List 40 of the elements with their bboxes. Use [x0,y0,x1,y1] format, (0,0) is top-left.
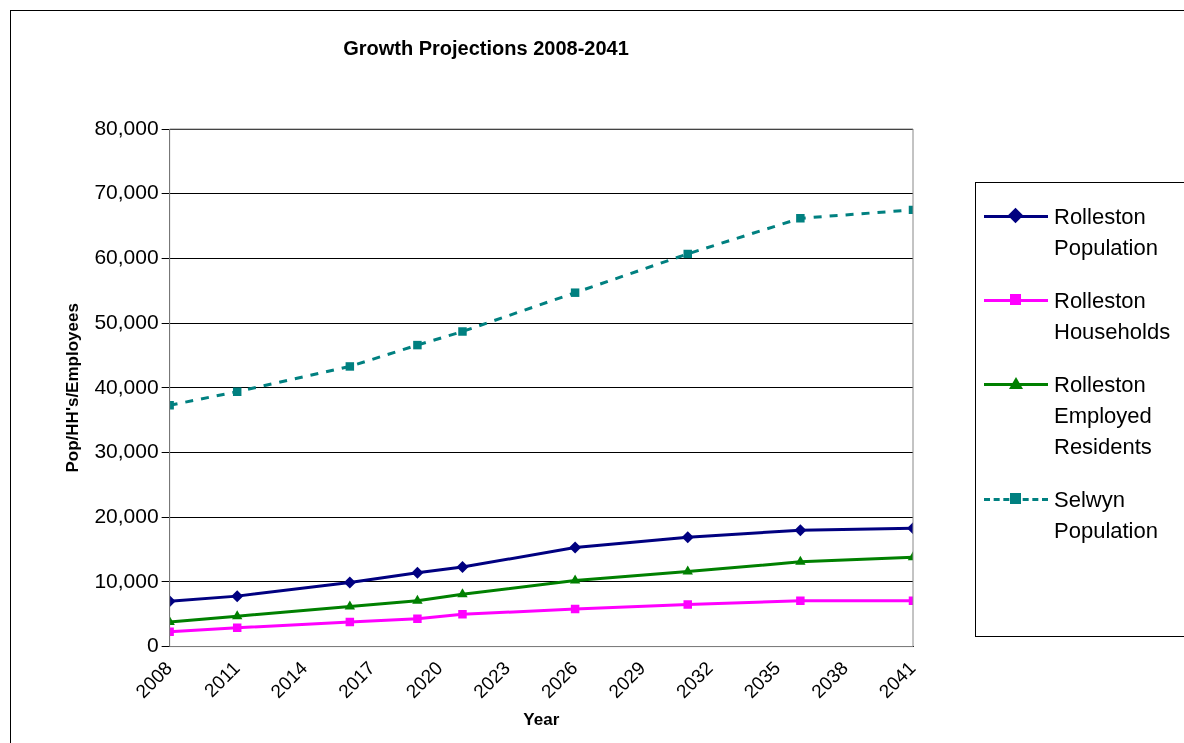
point [411,566,424,579]
point [345,362,355,371]
point [457,588,468,598]
point [569,541,582,554]
x-axis-title: Year [523,710,560,730]
point [796,214,805,223]
y-tick-label: 80,000 [94,115,159,139]
legend-label: Selwyn Population [1054,486,1159,545]
point [231,590,244,603]
y-tick-label: 30,000 [94,439,159,463]
point [683,600,692,609]
legend-label: Rolleston Households [1054,287,1172,346]
point [796,596,805,605]
point [795,555,806,565]
point [232,387,242,396]
point [681,531,694,544]
point [412,594,423,604]
point [683,249,692,259]
point [458,610,467,619]
point [456,561,469,574]
point [570,288,580,297]
y-tick-label: 10,000 [94,568,159,592]
y-tick-label: 40,000 [94,374,159,398]
y-tick-label: 70,000 [94,180,159,204]
y-tick-label: 60,000 [94,245,159,269]
legend-label: Rolleston Employed Residents [1054,371,1153,461]
y-tick-label: 50,000 [94,309,159,333]
y-tick-label: 0 [146,633,159,657]
legend-label: Rolleston Population [1054,203,1159,262]
point [682,565,693,575]
point [458,327,467,336]
point [569,574,581,584]
point [343,576,356,589]
y-tick-label: 20,000 [94,503,159,527]
y-axis-title: Pop/HH's/Employees [62,303,82,473]
point [794,524,807,537]
point [232,610,243,620]
chart-title: Growth Projections 2008-2041 [343,36,629,59]
point [413,614,422,624]
point [413,340,422,350]
